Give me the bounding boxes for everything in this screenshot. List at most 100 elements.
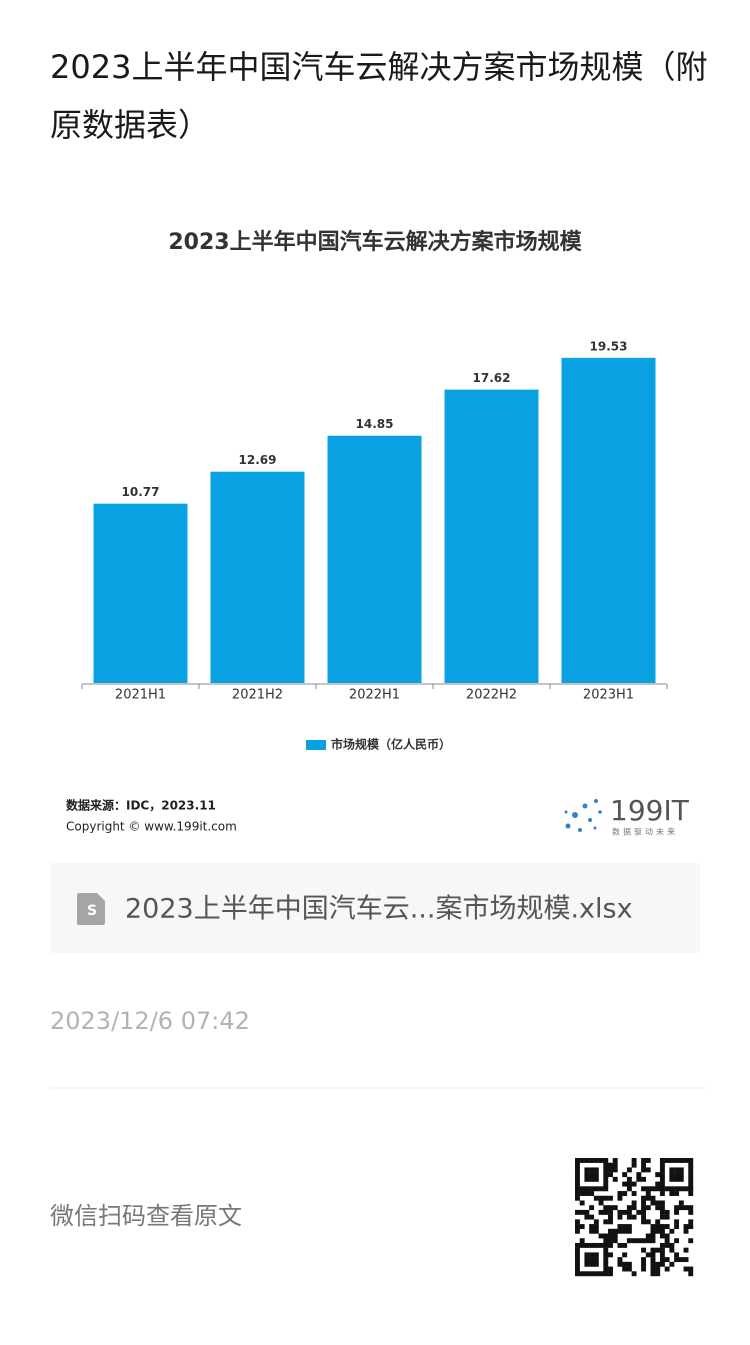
qr-cell bbox=[688, 1205, 694, 1211]
qr-cell bbox=[669, 1176, 675, 1182]
qr-cell bbox=[575, 1191, 580, 1196]
attachment-name[interactable]: 2023上半年中国汽车云...案市场规模.xlsx bbox=[125, 894, 633, 925]
qr-cell bbox=[650, 1257, 656, 1263]
qr-cell bbox=[669, 1242, 675, 1248]
qr-cell bbox=[631, 1271, 637, 1277]
qr-cell bbox=[659, 1158, 665, 1163]
qr-cell bbox=[669, 1191, 675, 1196]
qr-cell bbox=[575, 1167, 580, 1173]
qr-cell bbox=[584, 1214, 590, 1220]
qr-cell bbox=[674, 1176, 680, 1182]
qr-cell bbox=[683, 1205, 689, 1211]
qr-cell bbox=[584, 1261, 590, 1267]
qr-cell bbox=[584, 1172, 590, 1178]
qr-cell bbox=[641, 1219, 646, 1225]
qr-cell bbox=[641, 1247, 646, 1253]
qr-cell bbox=[688, 1181, 694, 1187]
qr-cell bbox=[584, 1176, 590, 1182]
qr-cell bbox=[575, 1228, 580, 1234]
qr-cell bbox=[626, 1205, 632, 1211]
qr-cell bbox=[579, 1224, 585, 1229]
qr-cell bbox=[575, 1195, 580, 1201]
qr-cell bbox=[598, 1200, 604, 1206]
qr-cell bbox=[626, 1228, 632, 1234]
qr-cell bbox=[655, 1271, 661, 1277]
qr-cell bbox=[645, 1252, 651, 1258]
qr-cell bbox=[659, 1261, 665, 1267]
qr-cell bbox=[659, 1233, 665, 1239]
qr-cell bbox=[603, 1257, 609, 1263]
qr-cell bbox=[612, 1238, 618, 1244]
qr-cell bbox=[641, 1266, 646, 1272]
qr-cell bbox=[674, 1238, 680, 1244]
qr-cell bbox=[612, 1176, 618, 1182]
qr-cell bbox=[617, 1228, 623, 1234]
qr-cell bbox=[674, 1158, 680, 1163]
qr-cell bbox=[598, 1242, 604, 1248]
attachment-box[interactable] bbox=[50, 863, 700, 953]
qr-cell bbox=[659, 1167, 665, 1173]
qr-cell bbox=[645, 1167, 651, 1173]
x-tick-label: 2021H1 bbox=[115, 688, 166, 703]
qr-cell bbox=[631, 1200, 637, 1206]
qr-cell bbox=[674, 1224, 680, 1229]
qr-cell bbox=[641, 1162, 646, 1168]
qr-cell bbox=[603, 1261, 609, 1267]
logo-dots bbox=[564, 799, 602, 832]
qr-cell bbox=[659, 1176, 665, 1182]
qr-cell bbox=[655, 1261, 661, 1267]
qr-cell bbox=[664, 1209, 670, 1215]
article-title: 2023上半年中国汽车云解决方案市场规模（附原数据表） bbox=[50, 48, 708, 144]
publish-date: 2023/12/6 07:42 bbox=[50, 1007, 250, 1035]
qr-cell bbox=[589, 1191, 595, 1196]
qr-cell bbox=[603, 1271, 609, 1277]
qr-cell bbox=[669, 1186, 675, 1192]
qr-cell bbox=[631, 1181, 637, 1187]
bar bbox=[561, 357, 656, 683]
qr-cell bbox=[575, 1261, 580, 1267]
qr-cell bbox=[655, 1186, 661, 1192]
qr-cell bbox=[650, 1247, 656, 1253]
qr-cell bbox=[589, 1214, 595, 1220]
qr-cell bbox=[589, 1252, 595, 1258]
qr-cell bbox=[631, 1238, 637, 1244]
qr-cell bbox=[575, 1257, 580, 1263]
qr-cell bbox=[617, 1242, 623, 1248]
qr-cell bbox=[683, 1158, 689, 1163]
qr-cell bbox=[641, 1195, 646, 1201]
qr-cell bbox=[641, 1186, 646, 1192]
qr-cell bbox=[688, 1162, 694, 1168]
qr-cell bbox=[674, 1205, 680, 1211]
bar bbox=[444, 389, 539, 683]
qr-cell bbox=[688, 1186, 694, 1192]
qr-cell bbox=[631, 1158, 637, 1163]
data-label: 12.69 bbox=[239, 453, 277, 467]
qr-cell bbox=[688, 1167, 694, 1173]
qr-cell bbox=[650, 1252, 656, 1258]
qr-cell bbox=[655, 1200, 661, 1206]
qr-cell bbox=[641, 1214, 646, 1220]
qr-cell bbox=[674, 1167, 680, 1173]
bar bbox=[210, 471, 305, 683]
qr-cell bbox=[603, 1205, 609, 1211]
qr-cell bbox=[603, 1266, 609, 1272]
qr-cell bbox=[664, 1257, 670, 1263]
qr-cell bbox=[645, 1205, 651, 1211]
qr-code[interactable] bbox=[575, 1158, 694, 1277]
qr-cell bbox=[664, 1186, 670, 1192]
qr-cell bbox=[579, 1200, 585, 1206]
qr-cell bbox=[655, 1247, 661, 1253]
qr-cell bbox=[622, 1191, 628, 1196]
qr-cell bbox=[575, 1162, 580, 1168]
qr-cell bbox=[575, 1224, 580, 1229]
qr-cell bbox=[593, 1271, 599, 1277]
qr-cell bbox=[608, 1167, 613, 1173]
qr-cell bbox=[608, 1252, 613, 1258]
qr-cell bbox=[617, 1224, 623, 1229]
qr-cell bbox=[575, 1252, 580, 1258]
qr-cell bbox=[603, 1167, 609, 1173]
qr-cell bbox=[575, 1181, 580, 1187]
qr-cell bbox=[584, 1191, 590, 1196]
qr-cell bbox=[688, 1176, 694, 1182]
